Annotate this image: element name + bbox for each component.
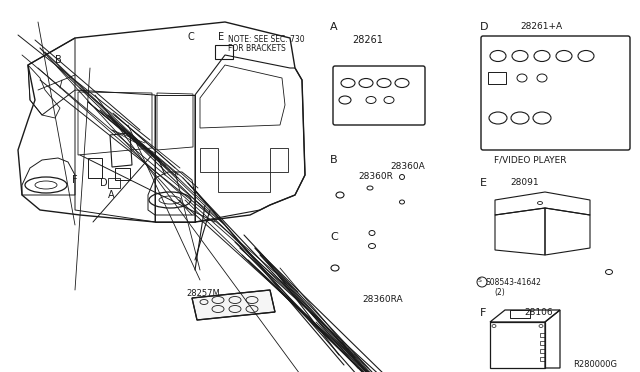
Bar: [108, 178, 120, 188]
Text: FOR BRACKETS: FOR BRACKETS: [228, 44, 285, 53]
Bar: [540, 333, 545, 337]
Text: S08543-41642: S08543-41642: [486, 278, 542, 287]
Bar: [200, 148, 218, 172]
Text: 28091: 28091: [510, 178, 539, 187]
Text: 28261: 28261: [353, 35, 383, 45]
Bar: [115, 168, 130, 180]
Text: 28360A: 28360A: [390, 162, 425, 171]
Bar: [88, 158, 102, 178]
Text: F: F: [480, 308, 486, 318]
Text: C: C: [330, 232, 338, 242]
Text: 28360RA: 28360RA: [362, 295, 403, 304]
Bar: [540, 357, 545, 361]
Bar: [540, 349, 545, 353]
Text: D: D: [100, 178, 108, 188]
Text: F/VIDEO PLAYER: F/VIDEO PLAYER: [493, 155, 566, 164]
Text: 28106: 28106: [524, 308, 552, 317]
Bar: [270, 148, 288, 172]
Text: E: E: [218, 32, 224, 42]
Text: S: S: [478, 278, 482, 282]
Text: A: A: [330, 22, 338, 32]
Text: NOTE: SEE SEC. 730: NOTE: SEE SEC. 730: [228, 35, 305, 44]
Polygon shape: [192, 290, 275, 320]
Text: A: A: [108, 190, 115, 200]
Text: B: B: [330, 155, 338, 165]
Text: D: D: [480, 22, 488, 32]
Text: E: E: [480, 178, 487, 188]
Text: B: B: [55, 55, 61, 65]
Bar: [218, 172, 270, 192]
Bar: [488, 72, 506, 84]
Text: 28257M: 28257M: [186, 289, 220, 298]
Text: C: C: [188, 32, 195, 42]
Text: F: F: [72, 175, 77, 185]
Bar: [215, 45, 233, 59]
Text: R280000G: R280000G: [573, 360, 617, 369]
Text: (2): (2): [494, 288, 505, 297]
Bar: [540, 341, 545, 345]
Bar: [510, 310, 530, 318]
Text: 28261+A: 28261+A: [520, 22, 562, 31]
Text: 28360R: 28360R: [358, 172, 393, 181]
